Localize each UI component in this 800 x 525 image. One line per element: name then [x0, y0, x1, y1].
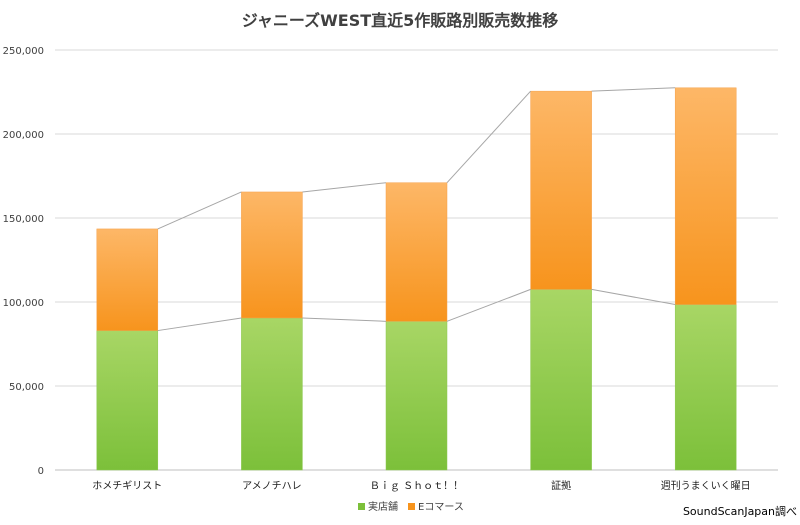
y-tick-label: 150,000: [3, 214, 44, 225]
bar-segment: [530, 289, 592, 471]
y-tick-label: 100,000: [3, 298, 44, 309]
x-tick-label: 週刊うまくいく曜日: [661, 480, 751, 492]
chart-title: ジャニーズWEST直近5作販路別販売数推移: [242, 11, 559, 30]
legend-label: Eコマース: [418, 502, 464, 513]
legend-label: 実店舗: [368, 500, 398, 513]
series-line: [446, 90, 531, 184]
axes: 0 50,000 100,000 150,000 200,000 250,000 ホメチギリ…: [3, 46, 751, 492]
series-line: [302, 317, 387, 322]
y-tick-label: 250,000: [3, 46, 44, 57]
legend: 実店舗 Eコマース: [358, 500, 464, 513]
series-line: [157, 317, 242, 332]
series-connector-lines: [157, 87, 676, 332]
series-line: [591, 288, 676, 306]
y-tick-label: 200,000: [3, 130, 44, 141]
series-line: [446, 288, 531, 322]
bar-segment: [674, 87, 737, 305]
bar-segment: [241, 317, 303, 471]
legend-swatch: [408, 503, 415, 510]
x-tick-label: ホメチギリスト: [92, 480, 162, 492]
source-note: SoundScanJapan調べ: [683, 504, 797, 518]
bar-segment: [674, 304, 737, 471]
series-line: [591, 87, 676, 92]
series-line: [157, 191, 242, 230]
x-tick-label: Ｂｉｇ Ｓｈｏｔ！！: [370, 480, 463, 492]
bars: [96, 87, 737, 471]
legend-swatch: [358, 503, 365, 510]
series-line: [302, 182, 387, 193]
y-tick-label: 50,000: [9, 382, 44, 393]
bar-segment: [385, 182, 448, 322]
x-tick-label: アメノチハレ: [242, 480, 302, 492]
bar-segment: [530, 90, 592, 290]
bar-segment: [96, 228, 159, 331]
bar-segment: [96, 330, 159, 471]
y-tick-label: 0: [38, 466, 44, 477]
bar-segment: [241, 191, 303, 319]
x-tick-label: 証拠: [551, 479, 571, 492]
bar-segment: [385, 321, 448, 471]
